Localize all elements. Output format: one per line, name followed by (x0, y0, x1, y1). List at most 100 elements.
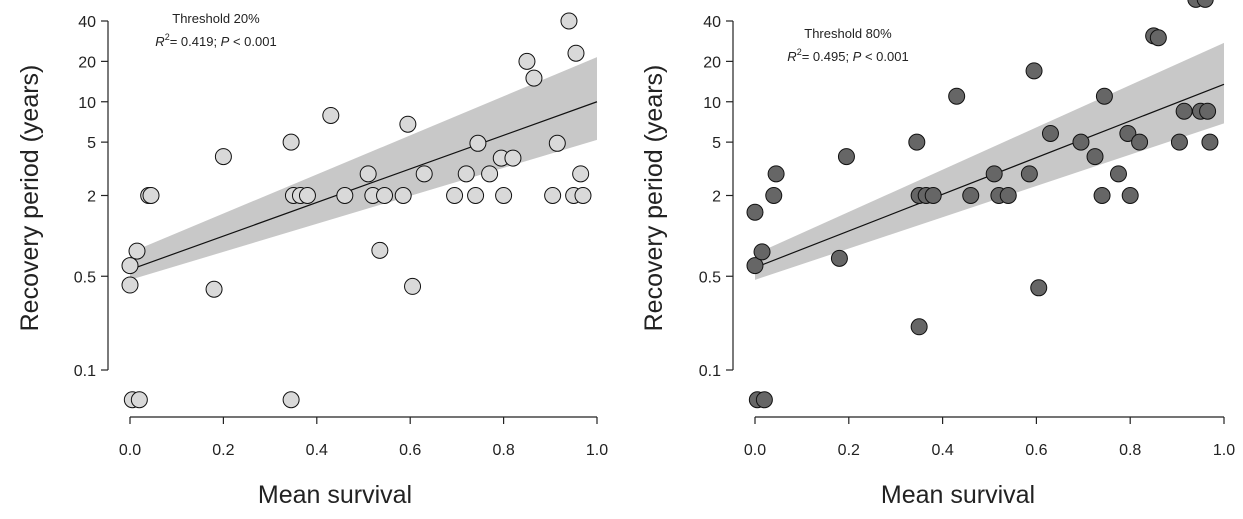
y-tick-label: 5 (712, 135, 721, 152)
y-tick-label: 20 (703, 54, 721, 71)
x-tick-label: 0.4 (931, 442, 953, 459)
y-axis-title: Recovery period (years) (16, 65, 44, 332)
stats-label: R2= 0.495; P < 0.001 (787, 47, 908, 64)
confidence-band (755, 42, 1224, 280)
y-tick-label: 10 (78, 95, 96, 112)
data-point (1086, 148, 1104, 166)
x-tick-label: 0.0 (744, 442, 766, 459)
y-tick-label: 0.5 (699, 269, 721, 286)
data-point (910, 318, 928, 336)
data-point (765, 187, 783, 204)
data-point (908, 133, 926, 151)
data-point (128, 242, 146, 260)
data-point (924, 187, 942, 204)
data-point (567, 44, 585, 62)
data-point (1030, 279, 1048, 297)
data-point (121, 276, 139, 294)
data-point (282, 391, 300, 409)
data-point (1095, 87, 1113, 105)
data-point (495, 187, 513, 204)
data-point (1196, 0, 1214, 8)
data-point (469, 134, 487, 152)
y-tick-label: 40 (703, 14, 721, 31)
panel-1: 0.0 0.2 0.4 0.6 0.8 1.0 0.1 0.5 2 5 10 20 40 Threshol… (16, 11, 608, 509)
y-tick-label: 0.1 (74, 363, 96, 380)
data-point (504, 149, 522, 167)
data-point (1093, 187, 1111, 204)
data-point (371, 241, 389, 259)
data-point (467, 187, 485, 204)
data-point (1149, 29, 1167, 47)
data-point (446, 187, 464, 204)
data-point (574, 187, 592, 204)
data-point (336, 187, 354, 204)
data-point (130, 391, 148, 409)
data-point (1175, 102, 1193, 120)
data-point (1201, 133, 1219, 151)
data-point (376, 187, 394, 204)
data-point (214, 148, 232, 166)
x-tick-label: 0.8 (1119, 442, 1141, 459)
x-axis-title: Mean survival (881, 481, 1035, 509)
data-point (1109, 165, 1127, 183)
data-point (404, 277, 422, 295)
data-point (415, 165, 433, 183)
data-point (525, 69, 543, 87)
threshold-label: Threshold 80% (804, 26, 892, 41)
panel-2: 0.0 0.2 0.4 0.6 0.8 1.0 0.1 0.5 2 5 10 20 40 Threshol… (640, 0, 1235, 509)
y-tick-label: 20 (78, 54, 96, 71)
y-tick-label: 2 (87, 189, 96, 206)
y-tick-label: 5 (87, 135, 96, 152)
data-point (142, 187, 160, 204)
data-point (560, 12, 578, 30)
data-point (746, 257, 764, 275)
data-point (399, 115, 417, 133)
data-point (1199, 102, 1217, 120)
data-point (1072, 133, 1090, 151)
threshold-label: Threshold 20% (172, 11, 260, 26)
data-point (837, 148, 855, 166)
data-point (1121, 187, 1139, 204)
data-point (1131, 133, 1149, 151)
data-point (282, 133, 300, 151)
data-point (298, 187, 316, 204)
data-point (767, 165, 785, 183)
data-point (1170, 133, 1188, 151)
data-point (1041, 124, 1059, 142)
x-tick-label: 0.2 (212, 442, 234, 459)
y-tick-label: 40 (78, 14, 96, 31)
data-point (394, 187, 412, 204)
y-tick-label: 2 (712, 189, 721, 206)
data-point (985, 165, 1003, 183)
x-tick-label: 1.0 (586, 442, 608, 459)
x-tick-label: 0.4 (306, 442, 328, 459)
data-point (962, 187, 980, 204)
data-point (1020, 165, 1038, 183)
data-point (755, 391, 773, 409)
regression-line (129, 101, 598, 271)
data-point (572, 165, 590, 183)
x-tick-label: 0.6 (1025, 442, 1047, 459)
data-point (830, 249, 848, 267)
x-axis-title: Mean survival (258, 481, 412, 509)
data-point (948, 87, 966, 105)
x-tick-label: 0.8 (492, 442, 514, 459)
data-point (999, 187, 1017, 204)
data-point (544, 187, 562, 204)
x-tick-label: 1.0 (1213, 442, 1235, 459)
y-tick-label: 0.5 (74, 269, 96, 286)
y-axis-title: Recovery period (years) (640, 65, 668, 332)
y-tick-label: 10 (703, 95, 721, 112)
x-tick-label: 0.0 (119, 442, 141, 459)
data-point (1025, 62, 1043, 80)
data-point (518, 52, 536, 70)
y-tick-label: 0.1 (699, 363, 721, 380)
data-point (746, 203, 764, 221)
data-point (121, 257, 139, 275)
data-point (481, 165, 499, 183)
data-point (205, 280, 223, 298)
data-point (322, 106, 340, 124)
data-point (457, 165, 475, 183)
data-point (359, 165, 377, 183)
data-point (1119, 124, 1137, 142)
